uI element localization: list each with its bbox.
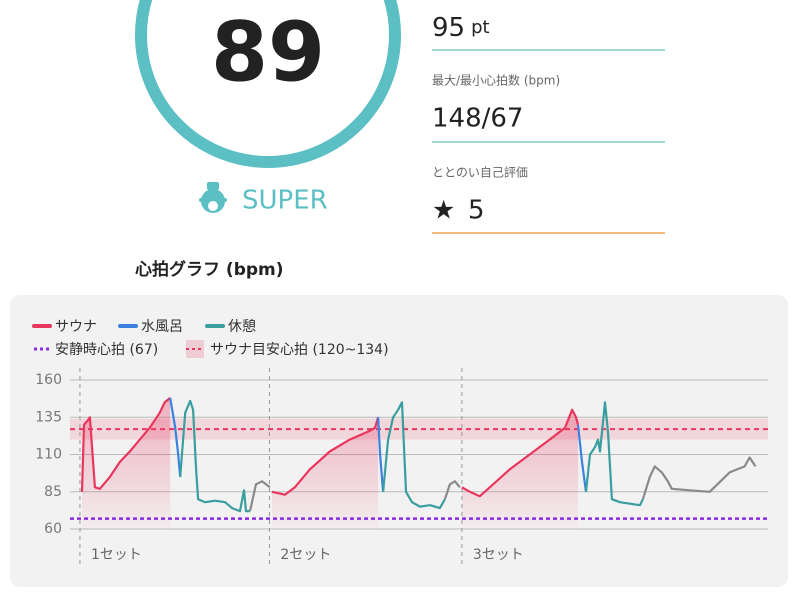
area-fill: [81, 397, 579, 529]
y-tick-label: 85: [44, 484, 62, 500]
heart-rate-line: [179, 399, 644, 513]
plot: 60 85 110 135 160 1セット 2セット 3セット: [35, 368, 768, 566]
star: ★: [432, 196, 455, 226]
rank: SUPER: [242, 186, 328, 216]
heart-rate-line: [248, 456, 757, 512]
y-tick-label: 160: [35, 372, 62, 388]
heart-rate-label: 最大/最小心拍数 (bpm): [432, 73, 560, 88]
legend-label: 安静時心拍 (67): [55, 342, 158, 358]
target-band: [70, 418, 768, 440]
score-ring: [135, 0, 401, 168]
legend-label: 水風呂: [141, 319, 183, 335]
heart-rate-line: [169, 397, 588, 492]
y-tick-label: 60: [44, 521, 62, 537]
set-label: 3セット: [473, 547, 524, 563]
chart-title: 心拍グラフ (bpm): [135, 259, 284, 280]
y-tick-label: 135: [35, 409, 62, 425]
rating-value: 5: [468, 196, 485, 226]
legend-label: 休憩: [228, 318, 256, 335]
legend-label: サウナ目安心拍 (120~134): [210, 342, 389, 358]
rank-icon: [199, 182, 227, 213]
points-number: 95: [432, 13, 465, 43]
y-tick-label: 110: [35, 447, 62, 463]
set-label: 2セット: [280, 547, 331, 563]
chart-card: [10, 295, 788, 587]
heart-rate-line: [80, 397, 580, 498]
score: 89: [211, 5, 325, 100]
set-label: 1セット: [91, 547, 142, 563]
points-value: 95 pt: [432, 13, 490, 43]
rating-label: ととのい自己評価: [432, 165, 528, 180]
heart-rate-value: 148/67: [432, 104, 523, 134]
points-unit: pt: [471, 17, 489, 38]
legend-label: サウナ: [55, 319, 97, 335]
